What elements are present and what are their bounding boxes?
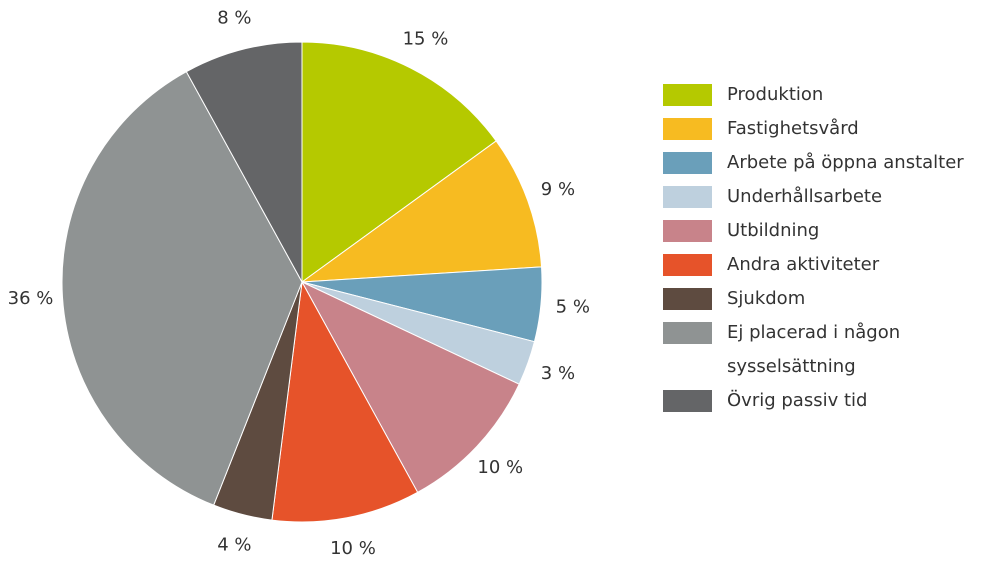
legend-label: Underhållsarbete (727, 186, 883, 207)
legend: Produktion Fastighetsvård Arbete på öppna … (663, 78, 964, 418)
pie-slice (185, 41, 303, 283)
legend-item: Underhållsarbete (663, 180, 964, 214)
legend-label: Arbete på öppna anstalter (727, 152, 964, 173)
legend-label: Fastighetsvård (727, 118, 859, 139)
legend-label: Andra aktiviteter (727, 254, 880, 275)
slice-label: 15 % (403, 29, 449, 50)
legend-item: Ej placerad i någon sysselsättning (663, 316, 964, 384)
legend-item: Utbildning (663, 214, 964, 248)
legend-swatch (663, 118, 712, 140)
legend-label: Ej placerad i någon sysselsättning (727, 322, 901, 377)
legend-item: Fastighetsvård (663, 112, 964, 146)
legend-label: Utbildning (727, 220, 820, 241)
slice-label: 5 % (556, 297, 590, 318)
pie-slice (271, 280, 419, 523)
pie-slice (300, 140, 543, 283)
legend-item: Andra aktiviteter (663, 248, 964, 282)
pie-slice (300, 280, 520, 493)
legend-item: Övrig passiv tid (663, 384, 964, 418)
legend-swatch (663, 186, 712, 208)
legend-label: Övrig passiv tid (727, 390, 868, 411)
pie-slice (61, 71, 303, 506)
legend-swatch (663, 152, 712, 174)
pie-slice (301, 41, 497, 283)
slice-label: 10 % (330, 538, 376, 559)
slice-label: 9 % (541, 179, 575, 200)
legend-swatch (663, 288, 712, 310)
legend-swatch (663, 254, 712, 276)
slice-label: 4 % (217, 534, 251, 555)
legend-label: Sjukdom (727, 288, 806, 309)
slice-label: 3 % (541, 363, 575, 384)
legend-item: Sjukdom (663, 282, 964, 316)
legend-item: Arbete på öppna anstalter (663, 146, 964, 180)
slice-label: 36 % (8, 288, 54, 309)
legend-swatch (663, 390, 712, 412)
slice-label: 10 % (477, 457, 523, 478)
legend-label: Produktion (727, 84, 824, 105)
slice-label: 8 % (217, 8, 251, 29)
legend-swatch (663, 84, 712, 106)
legend-swatch (663, 322, 712, 344)
legend-swatch (663, 220, 712, 242)
legend-item: Produktion (663, 78, 964, 112)
